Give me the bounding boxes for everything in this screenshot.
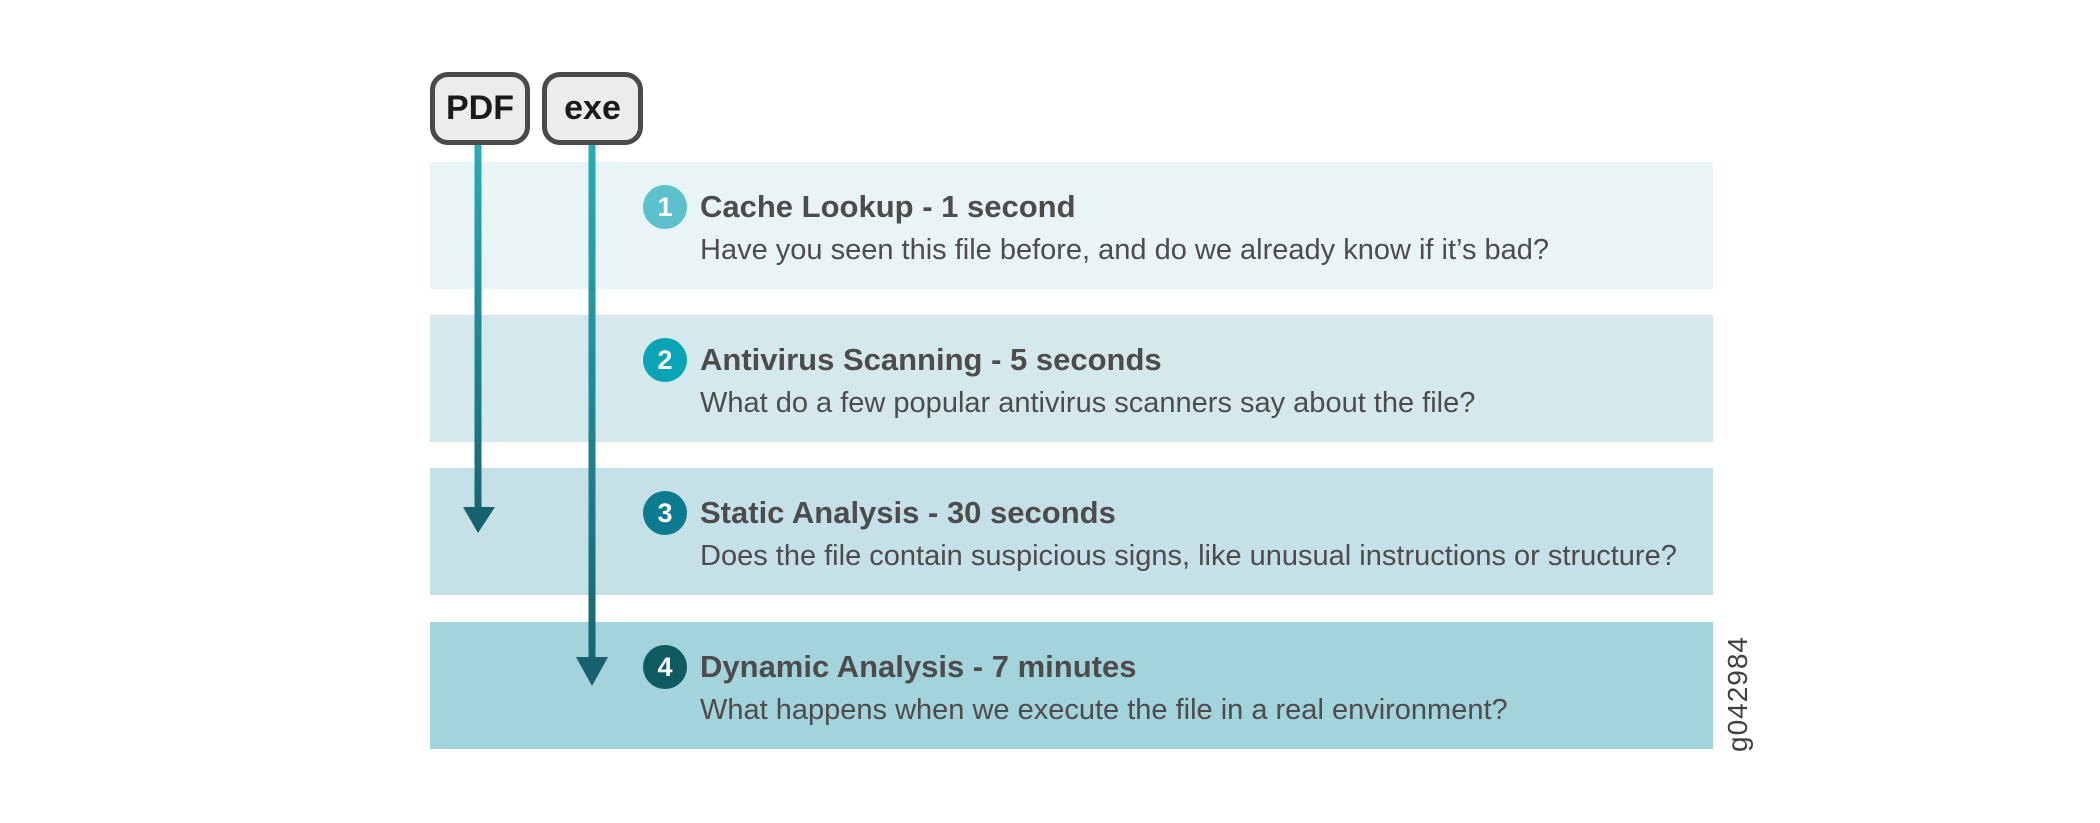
stage-number-badge: 3 [643, 491, 687, 535]
stage-description: What happens when we execute the file in… [700, 694, 1508, 726]
stage-number: 4 [657, 651, 673, 682]
stage-band-antivirus-scanning: 2 Antivirus Scanning - 5 seconds What do… [430, 315, 1713, 442]
stage-title: Dynamic Analysis - 7 minutes [700, 649, 1137, 684]
stage-text: Static Analysis - 30 seconds Does the fi… [700, 493, 1677, 579]
stage-number: 2 [657, 344, 673, 375]
stage-text: Dynamic Analysis - 7 minutes What happen… [700, 647, 1508, 733]
stage-description: Have you seen this file before, and do w… [700, 234, 1550, 266]
file-tag-pdf: PDF [430, 72, 530, 145]
stage-band-dynamic-analysis: 4 Dynamic Analysis - 7 minutes What happ… [430, 622, 1713, 749]
stage-number-badge: 4 [643, 645, 687, 689]
stage-number-badge: 2 [643, 338, 687, 382]
file-tag-exe-label: exe [564, 89, 621, 127]
stage-number-badge: 1 [643, 185, 687, 229]
stage-title: Cache Lookup - 1 second [700, 189, 1076, 224]
stage-title: Static Analysis - 30 seconds [700, 495, 1116, 530]
file-tag-exe: exe [542, 72, 643, 145]
stage-band-cache-lookup: 1 Cache Lookup - 1 second Have you seen … [430, 162, 1713, 289]
stage-text: Antivirus Scanning - 5 seconds What do a… [700, 340, 1475, 426]
stage-description: What do a few popular antivirus scanners… [700, 387, 1476, 419]
stage-text: Cache Lookup - 1 second Have you seen th… [700, 187, 1549, 273]
file-tag-pdf-label: PDF [446, 89, 514, 127]
stage-number: 3 [657, 497, 673, 528]
stage-description: Does the file contain suspicious signs, … [700, 540, 1677, 572]
stage-band-static-analysis: 3 Static Analysis - 30 seconds Does the … [430, 468, 1713, 595]
figure-id-label: g042984 [1722, 635, 1753, 753]
stage-number: 1 [657, 191, 673, 222]
stage-title: Antivirus Scanning - 5 seconds [700, 342, 1162, 377]
